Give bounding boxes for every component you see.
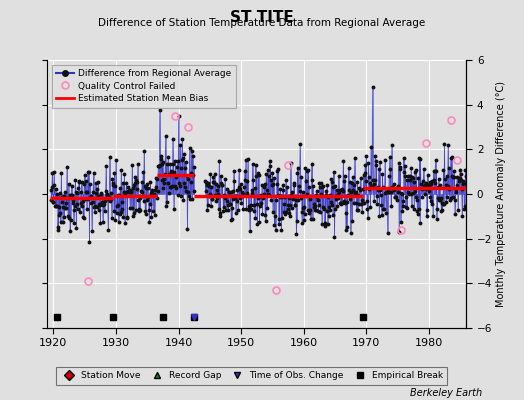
Text: Difference of Station Temperature Data from Regional Average: Difference of Station Temperature Data f… bbox=[99, 18, 425, 28]
Text: ST TITE: ST TITE bbox=[230, 10, 294, 25]
Y-axis label: Monthly Temperature Anomaly Difference (°C): Monthly Temperature Anomaly Difference (… bbox=[496, 81, 506, 307]
Text: Berkeley Earth: Berkeley Earth bbox=[410, 388, 482, 398]
Legend: Difference from Regional Average, Quality Control Failed, Estimated Station Mean: Difference from Regional Average, Qualit… bbox=[52, 64, 236, 108]
Legend: Station Move, Record Gap, Time of Obs. Change, Empirical Break: Station Move, Record Gap, Time of Obs. C… bbox=[56, 367, 447, 385]
